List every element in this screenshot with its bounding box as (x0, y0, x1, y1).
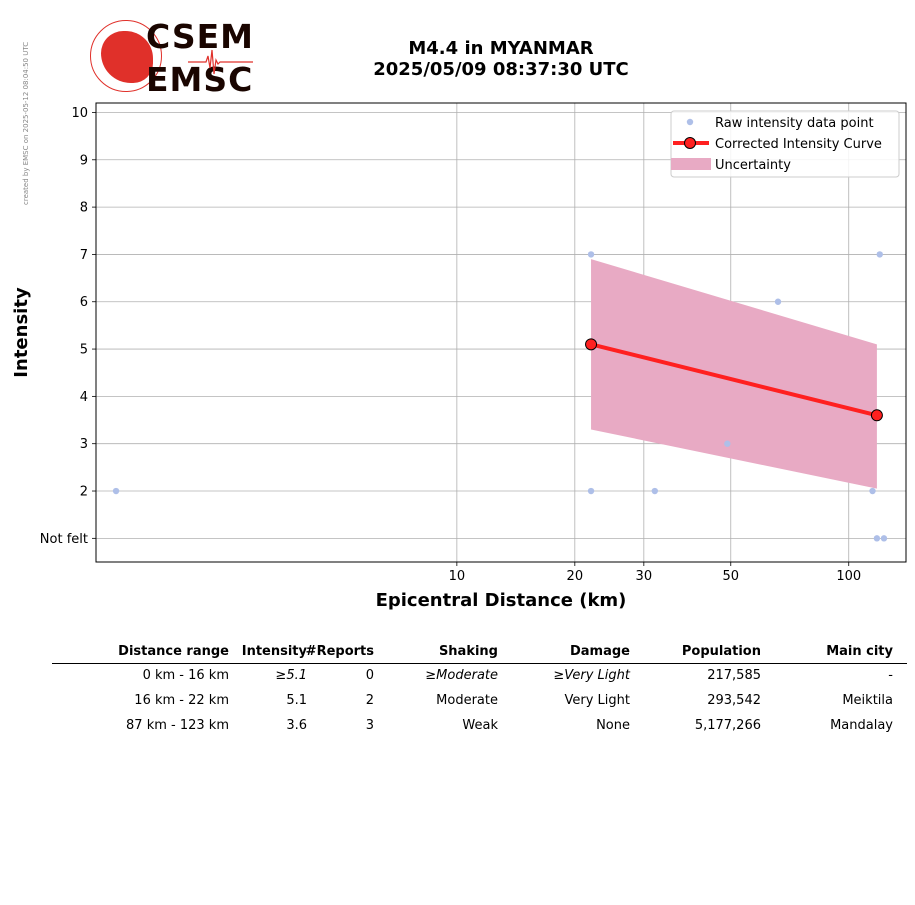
raw-data-point (876, 251, 883, 258)
y-tick-label: 2 (80, 485, 88, 500)
y-tick-label: 10 (71, 106, 88, 121)
raw-data-point (724, 440, 731, 447)
header-reports: #Reports (305, 644, 374, 659)
legend-curve-marker (684, 137, 696, 149)
cell-intensity: 3.6 (286, 718, 307, 733)
curve-point (870, 409, 883, 422)
x-tick-label: 30 (636, 569, 653, 584)
y-axis-label: Intensity (11, 287, 32, 378)
y-tick-label: 9 (80, 153, 88, 168)
legend-label: Corrected Intensity Curve (715, 137, 882, 152)
raw-data-point (587, 251, 595, 258)
intensity-chart: 10 20 30 50 100 Not felt 2 3 4 5 6 7 8 9 10 Epicentral … (11, 102, 907, 611)
table-row: 87 km - 123 km 3.6 3 Weak None 5,177,266… (52, 714, 907, 739)
cell-reports: 3 (365, 718, 374, 733)
cell-main-city: Mandalay (830, 718, 893, 733)
cell-population: 5,177,266 (694, 718, 761, 733)
raw-data-point (651, 487, 659, 495)
cell-distance: 16 km - 22 km (134, 693, 229, 708)
cell-distance: 0 km - 16 km (142, 668, 229, 683)
table-header-row: Distance range Intensity #Reports Shakin… (52, 640, 907, 664)
cell-main-city: Meiktila (842, 693, 893, 708)
plot-frame (95, 102, 907, 563)
legend-raw-marker (686, 118, 694, 126)
logo-globe-icon (90, 20, 162, 92)
uncertainty-band (591, 259, 877, 489)
y-tick-label: 4 (80, 390, 88, 405)
y-tick-label: 7 (80, 248, 88, 263)
cell-main-city: - (888, 668, 893, 683)
header-main-city: Main city (826, 644, 893, 659)
curve-point (585, 338, 598, 351)
cell-reports: 0 (365, 668, 374, 683)
legend-label: Uncertainty (715, 158, 791, 173)
title-line-2: 2025/05/09 08:37:30 UTC (373, 59, 629, 80)
csem-emsc-logo: CSEM EMSC (88, 17, 254, 99)
axes: 10 20 30 50 100 Not felt 2 3 4 5 6 7 8 9 10 Epicentral … (11, 102, 907, 611)
intensity-table: Distance range Intensity #Reports Shakin… (52, 640, 907, 739)
raw-data-point (587, 487, 595, 495)
cell-population: 217,585 (707, 668, 761, 683)
uncertainty-polygon (591, 259, 877, 489)
y-tick-label: 3 (80, 437, 88, 452)
raw-data-point (774, 298, 782, 305)
curve-line (590, 342, 878, 418)
legend: Raw intensity data point Corrected Intens… (670, 110, 900, 178)
header-population: Population (681, 644, 761, 659)
cell-shaking: ≥Moderate (425, 668, 498, 683)
raw-data-point (112, 487, 120, 495)
y-tick-label: 8 (80, 201, 88, 216)
cell-distance: 87 km - 123 km (126, 718, 229, 733)
legend-label: Raw intensity data point (715, 116, 874, 131)
cell-intensity: 5.1 (286, 693, 307, 708)
cell-reports: 2 (365, 693, 374, 708)
legend-box (670, 110, 900, 178)
title-line-1: M4.4 in MYANMAR (408, 38, 594, 59)
cell-population: 293,542 (707, 693, 761, 708)
cell-damage: None (596, 718, 630, 733)
seismogram-icon (188, 49, 253, 75)
raw-points (112, 251, 888, 542)
chart-title: M4.4 in MYANMAR 2025/05/09 08:37:30 UTC (300, 38, 702, 80)
cell-damage: Very Light (564, 693, 631, 708)
table-row: 16 km - 22 km 5.1 2 Moderate Very Light … (52, 689, 907, 714)
raw-data-point (869, 487, 876, 495)
y-tick-label: Not felt (40, 532, 88, 547)
y-tick-label: 6 (80, 295, 88, 310)
cell-damage: ≥Very Light (553, 668, 630, 683)
legend-band-swatch (671, 158, 711, 170)
cell-shaking: Weak (462, 718, 498, 733)
logo-text-csem: CSEM (146, 17, 254, 56)
cell-shaking: Moderate (436, 693, 498, 708)
x-tick-label: 50 (722, 569, 739, 584)
raw-data-point (873, 535, 881, 542)
x-tick-label: 10 (449, 569, 466, 584)
header-intensity: Intensity (241, 644, 307, 659)
table-row: 0 km - 16 km ≥5.1 0 ≥Moderate ≥Very Ligh… (52, 664, 907, 689)
raw-data-point (880, 535, 888, 542)
header-shaking: Shaking (438, 644, 498, 659)
x-axis-label: Epicentral Distance (km) (376, 590, 627, 611)
x-tick-label: 20 (567, 569, 584, 584)
cell-intensity: ≥5.1 (275, 668, 307, 683)
logo-text-emsc: EMSC (146, 60, 254, 99)
header-distance: Distance range (118, 644, 229, 659)
header-damage: Damage (569, 644, 630, 659)
intensity-curve (585, 338, 883, 422)
y-tick-label: 5 (80, 343, 88, 358)
x-tick-label: 100 (836, 569, 861, 584)
